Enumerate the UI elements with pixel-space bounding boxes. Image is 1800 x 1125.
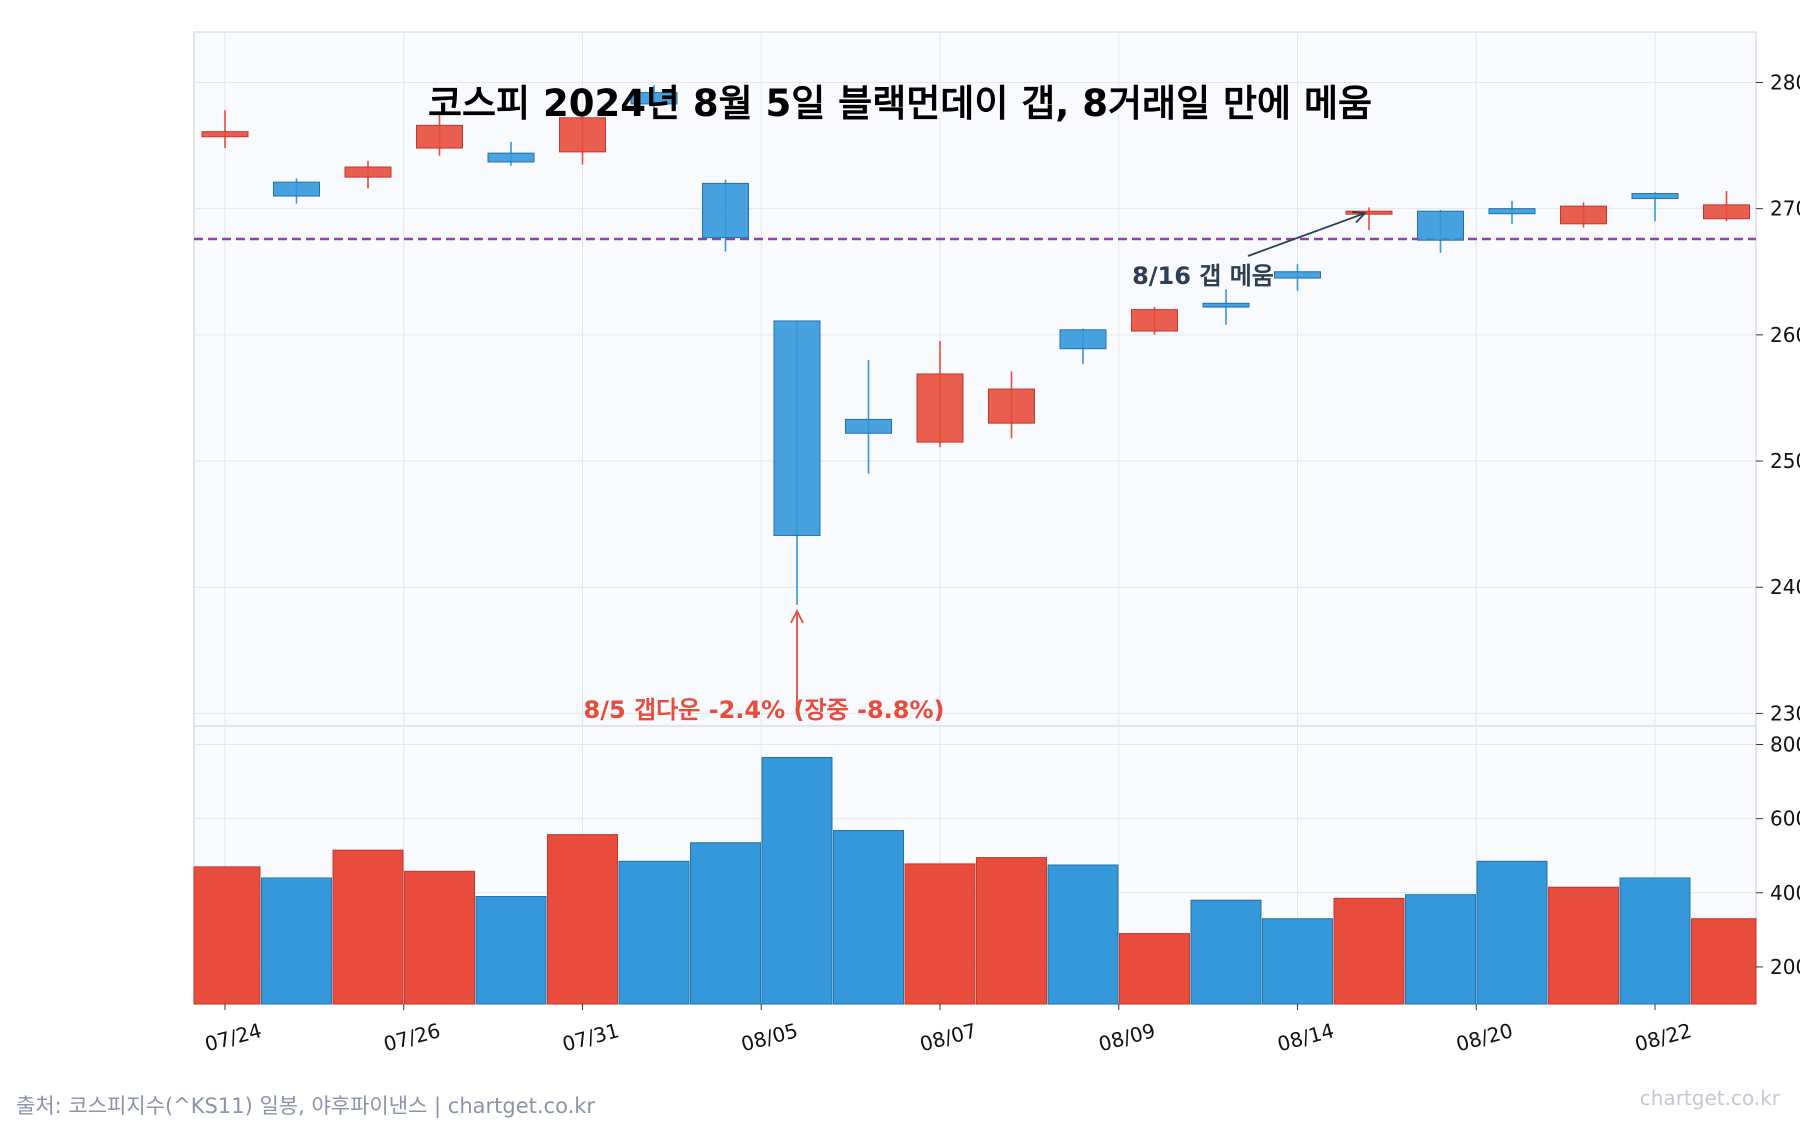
candle bbox=[988, 371, 1035, 439]
volume-bar bbox=[976, 857, 1047, 1005]
volume-bar bbox=[618, 860, 690, 1005]
price-tick-label: 2700 bbox=[1770, 197, 1800, 221]
volume-bar bbox=[1047, 864, 1119, 1005]
volume-tick-label: 200 bbox=[1770, 955, 1800, 979]
volume-bar bbox=[1119, 933, 1190, 1005]
candle bbox=[487, 141, 535, 166]
candle bbox=[702, 179, 749, 252]
volume-bar bbox=[833, 830, 904, 1005]
volume-bar bbox=[332, 849, 404, 1005]
watermark: chartget.co.kr bbox=[1639, 1086, 1780, 1110]
candle-body bbox=[487, 152, 535, 163]
candle bbox=[1345, 207, 1393, 231]
candle-body bbox=[559, 117, 606, 153]
candle bbox=[1488, 201, 1536, 224]
x-tick-label: 08/22 bbox=[1632, 1018, 1694, 1056]
volume-bar bbox=[1190, 899, 1262, 1005]
candle-body bbox=[1202, 302, 1250, 308]
gapfill-arrow-shaft bbox=[1247, 212, 1366, 257]
price-tick-label: 2600 bbox=[1770, 323, 1800, 347]
volume-tick-label: 600 bbox=[1770, 807, 1800, 831]
candle-body bbox=[916, 373, 964, 443]
candle-body bbox=[416, 124, 463, 149]
volume-bar bbox=[547, 834, 618, 1005]
volume-bar bbox=[1691, 918, 1757, 1005]
annotations: 8/5 갭다운 -2.4% (장중 -8.8%) 8/16 갭 메움 bbox=[584, 210, 1367, 724]
candle-body bbox=[845, 418, 892, 434]
candle-body bbox=[702, 182, 749, 239]
candle bbox=[630, 84, 678, 111]
volume-bar bbox=[1333, 897, 1405, 1005]
candle bbox=[201, 110, 249, 149]
candle-body bbox=[1631, 193, 1679, 200]
candle bbox=[1274, 264, 1321, 291]
price-tick-label: 2400 bbox=[1770, 575, 1800, 599]
volume-bar bbox=[1262, 918, 1333, 1005]
volume-bar bbox=[193, 866, 261, 1005]
candle bbox=[1703, 190, 1750, 222]
x-tick-label: 08/20 bbox=[1453, 1018, 1515, 1056]
gapdown-annotation: 8/5 갭다운 -2.4% (장중 -8.8%) bbox=[584, 696, 945, 724]
candle bbox=[1202, 289, 1250, 325]
price-tick-label: 2500 bbox=[1770, 449, 1800, 473]
candle-body bbox=[1703, 204, 1750, 220]
x-tick-label: 07/26 bbox=[381, 1018, 443, 1056]
candle bbox=[845, 360, 892, 474]
candle-body bbox=[630, 92, 678, 105]
gapfill-annotation: 8/16 갭 메움 bbox=[1132, 262, 1274, 290]
volume-bar bbox=[690, 842, 761, 1005]
volume-bar bbox=[761, 757, 833, 1005]
candle bbox=[1131, 307, 1178, 335]
candle-body bbox=[773, 320, 821, 536]
candle bbox=[1560, 202, 1607, 228]
volume-bar bbox=[1405, 894, 1476, 1005]
volume-tick-label: 800 bbox=[1770, 733, 1800, 757]
candle bbox=[273, 178, 320, 204]
source-caption: 출처: 코스피지수(^KS11) 일봉, 야후파이낸스 | chartget.c… bbox=[16, 1094, 596, 1118]
candle-body bbox=[988, 388, 1035, 424]
x-tick-label: 08/07 bbox=[917, 1018, 979, 1056]
volume-bar bbox=[475, 896, 547, 1005]
candle-body bbox=[1488, 208, 1536, 215]
x-tick-label: 08/05 bbox=[738, 1018, 800, 1056]
candle bbox=[1631, 192, 1679, 222]
volume-bar bbox=[404, 870, 475, 1005]
grid bbox=[194, 32, 1756, 1004]
price-tick-label: 2300 bbox=[1770, 701, 1800, 725]
x-tick-label: 08/09 bbox=[1096, 1018, 1158, 1056]
candle-body bbox=[344, 166, 392, 178]
candle bbox=[773, 320, 821, 605]
gapfill-arrow-head bbox=[1351, 210, 1367, 224]
candle-body bbox=[273, 181, 320, 197]
candle-body bbox=[1059, 329, 1107, 350]
volume-bar bbox=[1476, 860, 1548, 1005]
x-tick-label: 07/31 bbox=[560, 1018, 622, 1056]
x-tick-label: 08/14 bbox=[1275, 1018, 1337, 1056]
candle bbox=[1059, 328, 1107, 364]
candle-body bbox=[1560, 205, 1607, 225]
volume-bar bbox=[1619, 877, 1691, 1005]
candle bbox=[416, 114, 463, 156]
gapdown-arrow-head bbox=[790, 608, 804, 624]
chart-title: 코스피 2024년 8월 5일 블랙먼데이 갭, 8거래일 만에 메움 bbox=[428, 82, 1372, 125]
candle bbox=[559, 114, 606, 165]
volume-bars bbox=[193, 757, 1757, 1005]
volume-bar bbox=[904, 863, 976, 1005]
candle-body bbox=[1131, 309, 1178, 332]
candle bbox=[916, 341, 964, 448]
volume-bar bbox=[261, 877, 332, 1005]
candles bbox=[201, 84, 1750, 605]
x-tick-label: 07/24 bbox=[202, 1018, 264, 1056]
candle-body bbox=[1345, 210, 1393, 215]
candle bbox=[1417, 209, 1464, 253]
volume-tick-label: 400 bbox=[1770, 881, 1800, 905]
candle bbox=[344, 160, 392, 189]
candle-body bbox=[201, 131, 249, 138]
price-tick-label: 2800 bbox=[1770, 70, 1800, 94]
candle-body bbox=[1274, 271, 1321, 279]
volume-bar bbox=[1548, 886, 1619, 1005]
candle-body bbox=[1417, 210, 1464, 241]
